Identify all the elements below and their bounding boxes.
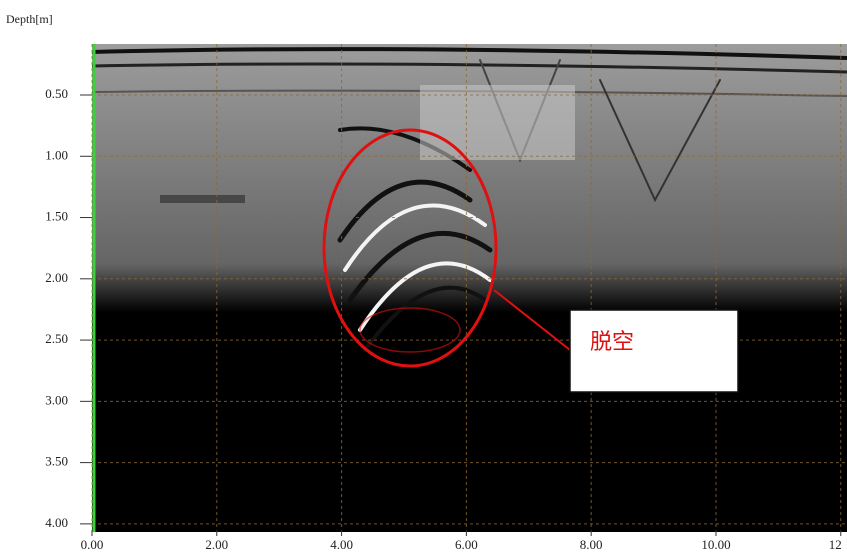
annotation-text: 脱空	[590, 330, 634, 355]
x-tick-label: 8.00	[580, 537, 603, 552]
y-axis-label: Depth[m]	[6, 12, 53, 26]
callout-line	[493, 289, 571, 351]
y-tick-label: 1.50	[45, 209, 68, 224]
y-tick-label: 4.00	[45, 515, 68, 530]
y-tick-label: 1.00	[45, 147, 68, 162]
y-tick-label: 2.00	[45, 270, 68, 285]
x-tick-label: 12	[829, 537, 842, 552]
x-tick-label: 4.00	[330, 537, 353, 552]
y-tick-label: 3.50	[45, 454, 68, 469]
annotation-ellipse-inner	[359, 307, 461, 353]
x-tick-label: 2.00	[205, 537, 228, 552]
x-tick-label: 0.00	[81, 537, 104, 552]
radar-image	[92, 44, 847, 532]
y-tick-label: 3.00	[45, 392, 68, 407]
annotation-ellipse	[322, 128, 498, 368]
callout-box	[569, 309, 739, 393]
x-tick-label: 10.00	[701, 537, 730, 552]
y-tick-label: 2.50	[45, 331, 68, 346]
x-tick-label: 6.00	[455, 537, 478, 552]
y-tick-label: 0.50	[45, 86, 68, 101]
